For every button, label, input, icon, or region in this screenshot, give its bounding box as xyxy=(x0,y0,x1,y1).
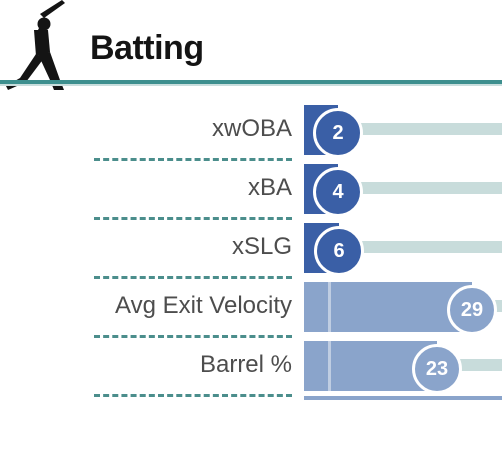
stat-label: xwOBA xyxy=(211,115,292,142)
percentile-bar xyxy=(304,282,472,332)
rank-badge: 4 xyxy=(313,167,363,217)
rank-badge: 23 xyxy=(412,344,462,394)
average-marker xyxy=(328,341,331,391)
stat-row-xba: xBA 4 xyxy=(0,161,502,220)
average-marker xyxy=(328,282,331,332)
rank-badge: 2 xyxy=(313,108,363,158)
stat-row-barrel-pct: Barrel % 23 xyxy=(0,338,502,397)
section-header: Batting xyxy=(0,0,502,90)
row-divider xyxy=(94,335,292,338)
stat-row-xwoba: xwOBA 2 xyxy=(0,102,502,161)
stat-label: xBA xyxy=(247,174,292,201)
page-title: Batting xyxy=(90,29,204,67)
stat-label: Avg Exit Velocity xyxy=(115,292,292,319)
row-divider xyxy=(94,394,292,397)
rank-badge: 29 xyxy=(447,285,497,335)
stat-row-xslg: xSLG 6 xyxy=(0,220,502,279)
stat-row-avg-exit-velocity: Avg Exit Velocity 29 xyxy=(0,279,502,338)
header-rule xyxy=(0,80,502,84)
percentile-track xyxy=(304,396,502,400)
row-divider xyxy=(94,276,292,279)
stat-label: Barrel % xyxy=(199,351,292,378)
row-divider xyxy=(94,158,292,161)
row-divider xyxy=(94,217,292,220)
header-rule-shadow xyxy=(0,84,502,86)
batter-silhouette-icon xyxy=(6,0,65,90)
stat-row-next xyxy=(0,396,502,455)
stat-label: xSLG xyxy=(231,233,292,260)
rank-badge: 6 xyxy=(314,226,364,276)
